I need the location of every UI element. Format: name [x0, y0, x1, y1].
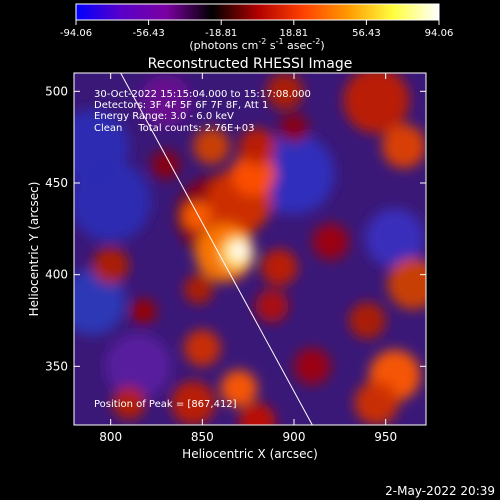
heat-blob: [294, 348, 331, 385]
heat-blob: [229, 241, 249, 260]
heat-blob: [239, 127, 276, 165]
plot-frame: [73, 72, 427, 426]
x-tick-label: 900: [283, 430, 306, 444]
chart-title: Reconstructed RHESSI Image: [148, 56, 353, 72]
heat-blob: [261, 249, 298, 286]
annotation-energy-range: Energy Range: 3.0 - 6.0 keV: [94, 111, 234, 122]
y-axis-ticks: 350 400 450 500: [45, 84, 426, 373]
heat-blob: [354, 381, 399, 425]
footer-timestamp: 2-May-2022 20:39: [385, 484, 495, 498]
heat-blob: [279, 113, 309, 143]
heat-blob: [130, 298, 157, 325]
heat-blob: [382, 124, 426, 169]
heat-blob: [184, 329, 221, 367]
x-tick-label: 950: [374, 430, 397, 444]
x-tick-label: 850: [191, 430, 214, 444]
peak-position-label: Position of Peak = [867,412]: [94, 399, 237, 410]
heatmap-field: [74, 73, 426, 425]
colorbar-tick-label: 94.06: [425, 28, 454, 39]
heatmap-layer: [74, 73, 426, 425]
heat-blob: [151, 150, 181, 180]
annotation-time-range: 30-Oct-2022 15:15:04.000 to 15:17:08.000: [94, 89, 311, 100]
heat-blob: [74, 161, 151, 242]
heat-blob: [220, 370, 258, 407]
colorbar-tick-label: -18.81: [205, 28, 237, 39]
heat-blob: [387, 258, 426, 310]
heat-blob: [343, 73, 410, 134]
colorbar-tick-label: -94.06: [60, 28, 92, 39]
annotation-block: 30-Oct-2022 15:15:04.000 to 15:17:08.000…: [94, 89, 311, 134]
heat-blob: [239, 403, 276, 425]
colorbar-tick-label: 56.43: [352, 28, 381, 39]
heat-blob: [74, 269, 126, 336]
heat-blob: [171, 381, 216, 425]
colorbar-unit-label: (photons cm-2 s-1 asec-2): [189, 37, 324, 52]
y-tick-label: 450: [45, 176, 68, 190]
heat-blob: [140, 74, 192, 127]
annotation-total-counts: Clean Total counts: 2.76E+03: [94, 123, 254, 134]
heat-blob: [349, 302, 386, 339]
heat-blob: [312, 223, 349, 260]
heat-blob: [92, 247, 129, 284]
heat-blob: [193, 127, 230, 165]
y-tick-label: 350: [45, 359, 68, 373]
heat-blob: [112, 386, 146, 420]
x-tick-label: 800: [99, 430, 122, 444]
colorbar-tick-label: -56.43: [132, 28, 164, 39]
heat-blob: [105, 333, 172, 400]
x-axis-label: Heliocentric X (arcsec): [182, 447, 318, 461]
heat-blob: [365, 208, 425, 268]
heat-blob: [255, 289, 289, 323]
heat-blob: [184, 274, 214, 305]
solar-limb-line: [120, 73, 313, 425]
colorbar: [75, 3, 440, 21]
annotation-detectors: Detectors: 3F 4F 5F 6F 7F 8F, Att 1: [94, 100, 268, 111]
y-tick-label: 400: [45, 268, 68, 282]
colorbar-ticks: -94.06 -56.43 -18.81 18.81 56.43 94.06: [60, 20, 453, 39]
heat-blob: [266, 73, 304, 110]
y-axis-label: Heliocentric Y (arcsec): [27, 182, 41, 317]
colorbar-tick-label: 18.81: [279, 28, 308, 39]
y-tick-label: 500: [45, 84, 68, 98]
x-axis-ticks: 800 850 900 950: [99, 73, 397, 444]
heat-blob: [182, 201, 212, 231]
